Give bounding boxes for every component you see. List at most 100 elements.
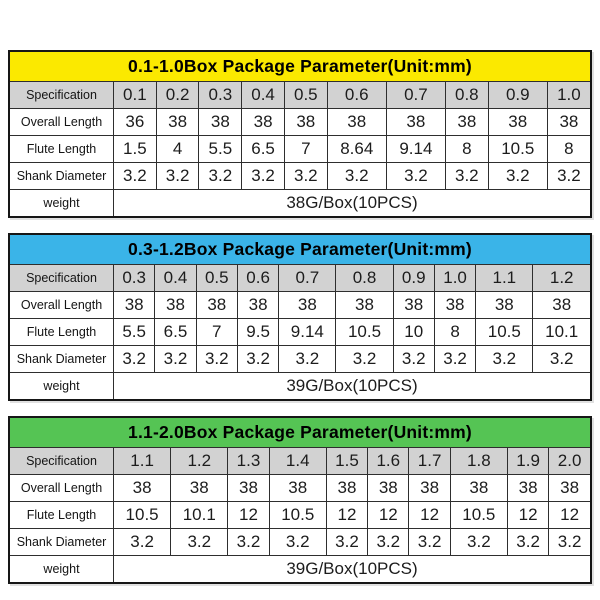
table-cell: 38 bbox=[408, 474, 451, 502]
table-row: weight 39G/Box(10PCS) bbox=[8, 372, 592, 401]
table-row: Flute Length 5.5 6.5 7 9.5 9.14 10.5 10 8 10.5 10.… bbox=[8, 318, 592, 346]
table-cell: 10.5 bbox=[268, 501, 327, 529]
table-cell: 38 bbox=[236, 291, 280, 319]
table-cell: 3.2 bbox=[154, 345, 197, 373]
table-cell: 3.2 bbox=[408, 528, 451, 556]
table-cell: 8 bbox=[546, 135, 592, 163]
table-cell: 12 bbox=[408, 501, 451, 529]
table-cell: 10.5 bbox=[487, 135, 548, 163]
row-label: weight bbox=[8, 372, 114, 401]
table-cell: 0.2 bbox=[155, 81, 200, 109]
table-cell: 3.2 bbox=[325, 528, 369, 556]
table-row: Overall Length 36 38 38 38 38 38 38 38 38 38 bbox=[8, 108, 592, 136]
table-cell: 7 bbox=[195, 318, 238, 346]
table-cell: 38 bbox=[449, 474, 508, 502]
table-body: Specification 0.3 0.4 0.5 0.6 0.7 0.8 0.9 1.0 1.1… bbox=[8, 264, 592, 401]
table-cell: 38 bbox=[385, 108, 446, 136]
row-label: Specification bbox=[8, 447, 114, 475]
table-body: Specification 1.1 1.2 1.3 1.4 1.5 1.6 1.7 1.8 1.9… bbox=[8, 447, 592, 584]
table-header-row: 0.3-1.2Box Package Parameter(Unit:mm) bbox=[8, 233, 592, 265]
table-cell: 9.14 bbox=[278, 318, 337, 346]
table-cell: 38 bbox=[268, 474, 327, 502]
table-cell: 38 bbox=[475, 291, 534, 319]
table-cell: 3.2 bbox=[335, 345, 394, 373]
table-cell: 1.3 bbox=[227, 447, 270, 475]
table-cell: 38 bbox=[241, 108, 285, 136]
table-header-row: 1.1-2.0Box Package Parameter(Unit:mm) bbox=[8, 416, 592, 448]
table-cell: 2.0 bbox=[548, 447, 592, 475]
table-cell: 8 bbox=[433, 318, 477, 346]
table-cell: 9.14 bbox=[385, 135, 446, 163]
table-cell: 0.4 bbox=[241, 81, 285, 109]
table-cell: 3.2 bbox=[326, 162, 387, 190]
table-cell: 3.2 bbox=[283, 162, 328, 190]
row-label: Overall Length bbox=[8, 108, 114, 136]
table-cell: 9.5 bbox=[236, 318, 280, 346]
table-cell: 3.2 bbox=[548, 528, 592, 556]
table-cell: 3.2 bbox=[112, 345, 156, 373]
weight-value: 39G/Box(10PCS) bbox=[113, 555, 592, 584]
row-label: Overall Length bbox=[8, 474, 114, 502]
table-cell: 38 bbox=[198, 108, 243, 136]
table-cell: 5.5 bbox=[112, 318, 156, 346]
table-cell: 0.9 bbox=[392, 264, 435, 292]
table-cell: 3.2 bbox=[475, 345, 534, 373]
table-cell: 38 bbox=[548, 474, 592, 502]
package-table-3: 1.1-2.0Box Package Parameter(Unit:mm) Sp… bbox=[8, 416, 592, 584]
table-row: weight 38G/Box(10PCS) bbox=[8, 189, 592, 218]
table-cell: 3.2 bbox=[227, 528, 270, 556]
table-cell: 12 bbox=[506, 501, 550, 529]
table-cell: 10.5 bbox=[449, 501, 508, 529]
table-cell: 36 bbox=[113, 108, 157, 136]
table-cell: 10.5 bbox=[335, 318, 394, 346]
package-table-2: 0.3-1.2Box Package Parameter(Unit:mm) Sp… bbox=[8, 233, 592, 401]
table-cell: 7 bbox=[283, 135, 328, 163]
table-cell: 0.8 bbox=[335, 264, 394, 292]
table-cell: 3.2 bbox=[241, 162, 285, 190]
package-table-1: 0.1-1.0Box Package Parameter(Unit:mm) Sp… bbox=[8, 50, 592, 218]
table-title: 0.1-1.0Box Package Parameter(Unit:mm) bbox=[8, 50, 592, 82]
table-header-row: 0.1-1.0Box Package Parameter(Unit:mm) bbox=[8, 50, 592, 82]
table-cell: 0.6 bbox=[236, 264, 280, 292]
row-label: Flute Length bbox=[8, 318, 114, 346]
row-label: Specification bbox=[8, 264, 114, 292]
row-label: Flute Length bbox=[8, 135, 114, 163]
row-label: Flute Length bbox=[8, 501, 114, 529]
table-cell: 1.2 bbox=[532, 264, 592, 292]
table-cell: 3.2 bbox=[195, 345, 238, 373]
table-cell: 3.2 bbox=[113, 162, 157, 190]
row-label: Shank Diameter bbox=[8, 345, 114, 373]
table-cell: 38 bbox=[325, 474, 369, 502]
table-cell: 3.2 bbox=[170, 528, 229, 556]
table-cell: 6.5 bbox=[154, 318, 197, 346]
table-cell: 3.2 bbox=[449, 528, 508, 556]
table-row: Specification 0.3 0.4 0.5 0.6 0.7 0.8 0.9 1.0 1.1… bbox=[8, 264, 592, 292]
table-cell: 1.2 bbox=[170, 447, 229, 475]
table-cell: 38 bbox=[367, 474, 410, 502]
table-cell: 3.2 bbox=[278, 345, 337, 373]
table-cell: 3.2 bbox=[198, 162, 243, 190]
table-row: Specification 0.1 0.2 0.3 0.4 0.5 0.6 0.7 0.8 0.9… bbox=[8, 81, 592, 109]
row-label: Specification bbox=[8, 81, 114, 109]
table-cell: 10.5 bbox=[475, 318, 534, 346]
table-cell: 10.5 bbox=[112, 501, 172, 529]
table-row: Shank Diameter 3.2 3.2 3.2 3.2 3.2 3.2 3.2 3.2 3.… bbox=[8, 162, 592, 190]
table-cell: 0.6 bbox=[326, 81, 387, 109]
table-title: 0.3-1.2Box Package Parameter(Unit:mm) bbox=[8, 233, 592, 265]
table-row: Shank Diameter 3.2 3.2 3.2 3.2 3.2 3.2 3.2 3.2 3.… bbox=[8, 528, 592, 556]
table-cell: 12 bbox=[367, 501, 410, 529]
table-cell: 38 bbox=[227, 474, 270, 502]
row-label: Shank Diameter bbox=[8, 528, 114, 556]
table-cell: 3.2 bbox=[385, 162, 446, 190]
table-cell: 4 bbox=[155, 135, 200, 163]
table-row: Overall Length 38 38 38 38 38 38 38 38 38 38 bbox=[8, 474, 592, 502]
table-cell: 38 bbox=[326, 108, 387, 136]
table-cell: 38 bbox=[154, 291, 197, 319]
table-cell: 0.3 bbox=[112, 264, 156, 292]
table-cell: 0.1 bbox=[113, 81, 157, 109]
table-row: weight 39G/Box(10PCS) bbox=[8, 555, 592, 584]
table-cell: 3.2 bbox=[433, 345, 477, 373]
table-cell: 38 bbox=[444, 108, 489, 136]
table-cell: 0.5 bbox=[195, 264, 238, 292]
